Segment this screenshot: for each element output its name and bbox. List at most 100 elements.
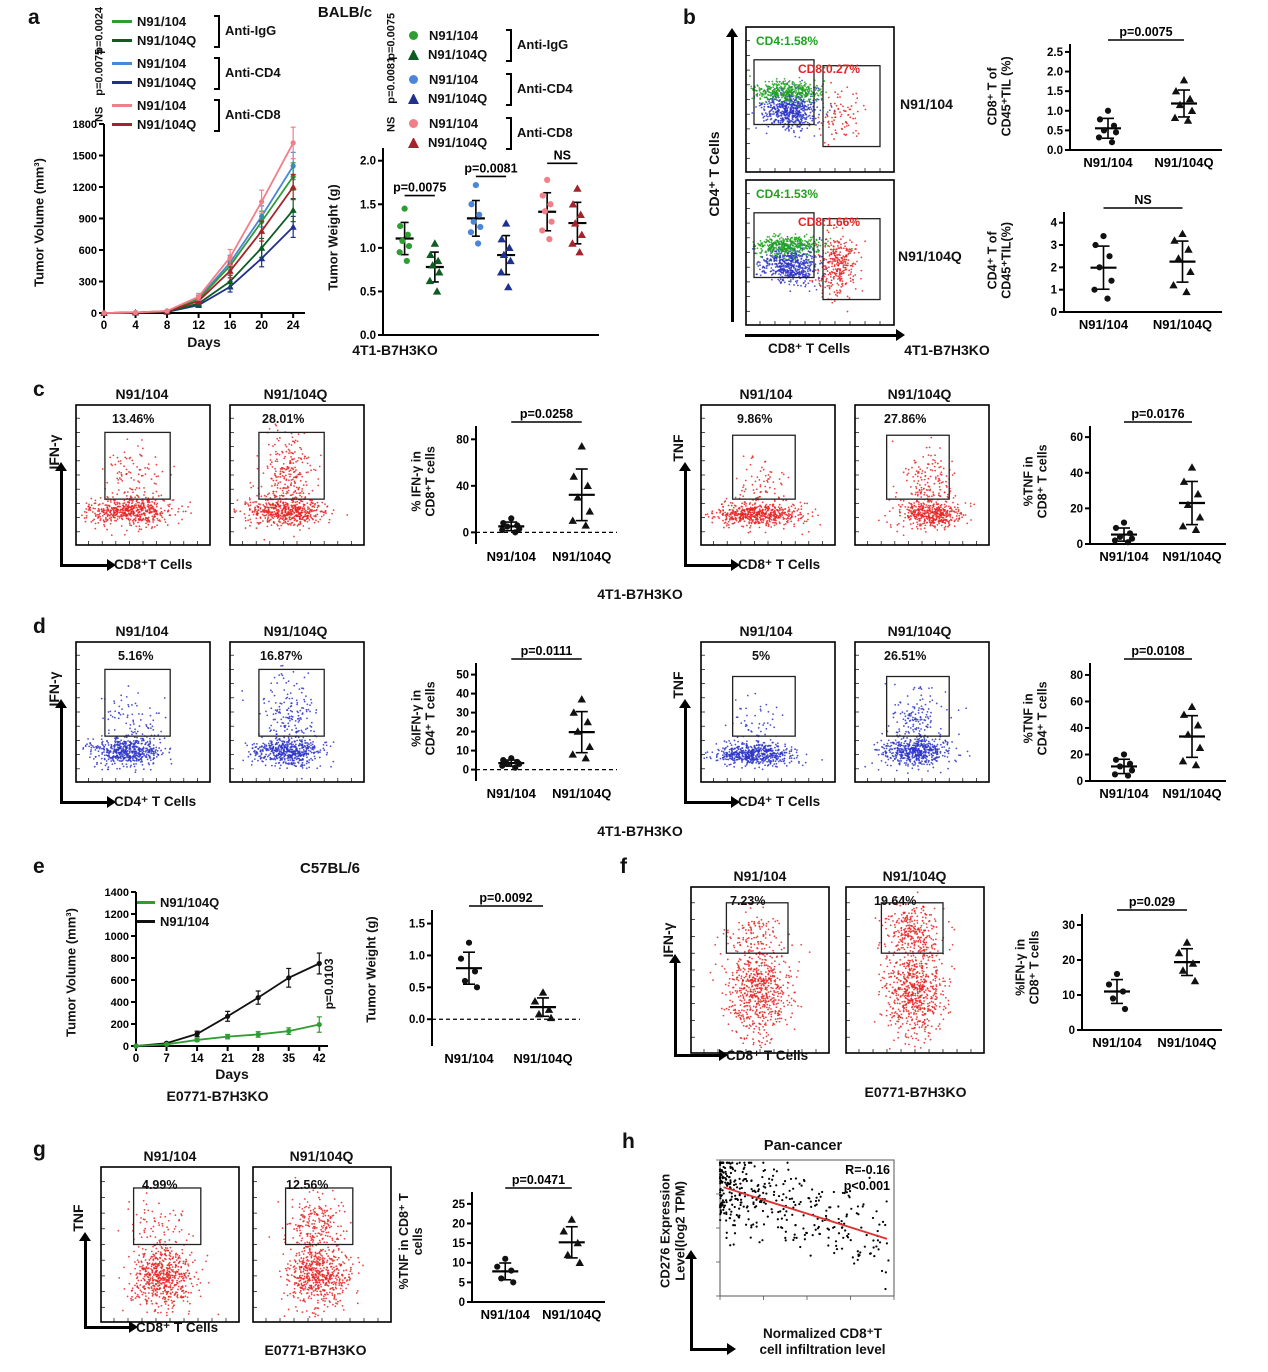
flow-title-n91-104: N91/104	[739, 386, 793, 402]
legend-label: N91/104	[137, 14, 187, 29]
flow-x-axis-label-cd8: CD8⁺ T Cells	[726, 1048, 809, 1063]
flow-x-axis-label-cd4: CD4⁺ T Cells	[738, 794, 821, 809]
svg-text:N91/104Q: N91/104Q	[1154, 155, 1213, 170]
svg-text:1.5: 1.5	[360, 199, 377, 211]
x-axis-arrow-icon	[674, 1050, 728, 1061]
legend-label: N91/104	[160, 914, 210, 929]
flow-x-axis-label-cd8: CD8⁺T Cells	[114, 557, 193, 572]
panel-f-letter: f	[620, 855, 627, 878]
pan-cancer-title: Pan-cancer	[763, 1138, 843, 1154]
x-axis-arrow-icon	[60, 560, 116, 571]
legend-antibody-label: Anti-IgG	[517, 37, 569, 52]
flow-plot-ifng-cd4-n91-104	[75, 641, 211, 783]
legend-label: N91/104	[137, 98, 187, 113]
legend-antibody-label: Anti-CD8	[225, 107, 281, 122]
gate-percentage: 13.46%	[112, 412, 155, 426]
gate-percentage: 5.16%	[118, 649, 154, 663]
legend-bracket	[214, 99, 220, 132]
tumor-weight-chart-balbc: 0.0 0.5 1.0 1.5 2.0 p=0.0075 p=0.0081 NS	[360, 148, 599, 342]
cell-line-label-b: 4T1-B7H3KO	[904, 342, 990, 358]
svg-text:0: 0	[1051, 307, 1057, 319]
panel-a-strain-title: BALB/c	[317, 4, 373, 21]
flow-title-n91-104: N91/104	[733, 868, 787, 884]
legend-entry-n91-104: N91/104	[135, 912, 209, 931]
flow-x-axis-label-cd4: CD4⁺ T Cells	[114, 794, 197, 809]
gate-percentage-cd4-top: CD4:1.58%	[756, 34, 819, 48]
cd8-til-y-axis-label: CD8⁺ T of CD45⁺TIL (%)	[985, 56, 1014, 137]
svg-text:p=0.0258: p=0.0258	[520, 407, 573, 421]
svg-text:N91/104: N91/104	[487, 549, 537, 564]
ifng-cd8-scatter-y-label: % IFN-γ in CD8⁺T cells	[409, 446, 438, 517]
flow-plot-b-n91-104	[745, 26, 895, 173]
svg-text:600: 600	[79, 245, 97, 257]
flow-title-n91-104: N91/104	[115, 623, 169, 639]
svg-text:3: 3	[1051, 240, 1057, 252]
svg-text:2.0: 2.0	[1047, 67, 1063, 79]
svg-text:1.0: 1.0	[360, 243, 376, 255]
legend-label: N91/104Q	[428, 91, 488, 106]
x-axis-arrow-icon	[84, 1322, 138, 1333]
svg-text:0.5: 0.5	[360, 286, 377, 298]
svg-text:0: 0	[101, 320, 107, 332]
flow-plot-tnf-cd4-n91-104q	[854, 641, 990, 783]
legend-triangle-marker	[408, 137, 419, 148]
svg-text:2.0: 2.0	[360, 156, 376, 168]
y-axis-arrow-icon	[670, 954, 681, 1056]
legend-label: N91/104Q	[428, 135, 488, 150]
legend-antibody-label: Anti-IgG	[225, 23, 277, 38]
y-axis-arrow-icon	[80, 1232, 91, 1328]
panel-e-strain-title: C57BL/6	[299, 860, 361, 877]
tnf-cd8-scatter-y-label: %TNF in CD8⁺ T cells	[1021, 444, 1050, 519]
legend-line-marker	[135, 920, 155, 923]
svg-text:16: 16	[224, 320, 237, 332]
svg-text:NS: NS	[1134, 193, 1151, 207]
ifng-cd8-scatter-y-label: %IFN-γ in CD8⁺ T cells	[1013, 930, 1042, 1005]
svg-text:12: 12	[192, 320, 205, 332]
tumor-weight-y-axis-label: Tumor Weight (g)	[325, 184, 341, 291]
gate-percentage: 12.56%	[286, 1178, 329, 1192]
legend-bracket	[506, 29, 512, 62]
legend-line-marker	[112, 104, 132, 107]
svg-text:4: 4	[1051, 218, 1058, 230]
x-axis-arrow-icon	[690, 1344, 736, 1355]
flow-title-n91-104: N91/104	[115, 386, 169, 402]
flow-x-axis-label-cd8: CD8⁺ T Cells	[738, 557, 821, 572]
x-axis-arrow-icon	[684, 560, 740, 571]
tumor-volume-chart-balbc: 0 300 600 900 1200 1500 1800 0 4 8 12 16 20 24	[73, 119, 305, 332]
legend-line-marker	[112, 20, 132, 23]
legend-pair-anti-cd4: N91/104 N91/104Q Anti-CD4	[112, 54, 290, 94]
cd276-correlation-scatter-chart: R=-0.16p<0.001	[716, 1159, 895, 1300]
gate-percentage: 28.01%	[262, 412, 305, 426]
gate-percentage-cd4-bottom: CD4:1.53%	[756, 187, 819, 201]
legend-label: N91/104	[137, 56, 187, 71]
legend-entry-n91-104q: N91/104Q	[135, 893, 219, 912]
legend-line-marker	[135, 901, 155, 904]
svg-text:0.0: 0.0	[1047, 145, 1063, 157]
gate-percentage-cd8-bottom: CD8:1.66%	[798, 215, 861, 229]
flow-title-n91-104q: N91/104Q	[263, 386, 328, 402]
tumor-volume-y-axis-label: Tumor Volume (mm³)	[31, 158, 47, 287]
y-axis-arrow-icon	[680, 462, 691, 566]
gate-percentage: 16.87%	[260, 649, 303, 663]
legend-pair-anti-cd8: N91/104 N91/104Q Anti-CD8	[112, 96, 290, 136]
x-axis-arrow-icon	[684, 797, 740, 808]
flow-plot-tnf-cd8-n91-104	[700, 404, 836, 546]
legend-bracket	[506, 117, 512, 150]
ifng-cd8-scatter-chart: 0 40 80 N91/104 N91/104Q p=0.0258	[456, 407, 617, 564]
infiltration-x-axis-label: Normalized CD8⁺T cell infiltration level	[759, 1326, 886, 1357]
svg-text:N91/104: N91/104	[1079, 317, 1129, 332]
cell-line-label-d: 4T1-B7H3KO	[597, 823, 683, 839]
y-axis-arrow-icon	[686, 1250, 697, 1350]
svg-text:p=0.0075: p=0.0075	[1119, 25, 1172, 39]
panel-h-letter: h	[622, 1130, 635, 1153]
days-x-axis-label: Days	[215, 1066, 249, 1082]
y-axis-arrow-icon	[56, 699, 67, 803]
flow-y-axis-label-cd4: CD4⁺ T Cells	[705, 131, 722, 217]
flow-plot-tnf-cd8-n91-104	[100, 1166, 240, 1323]
flow-plot-tnf-cd8-n91-104q	[854, 404, 990, 546]
